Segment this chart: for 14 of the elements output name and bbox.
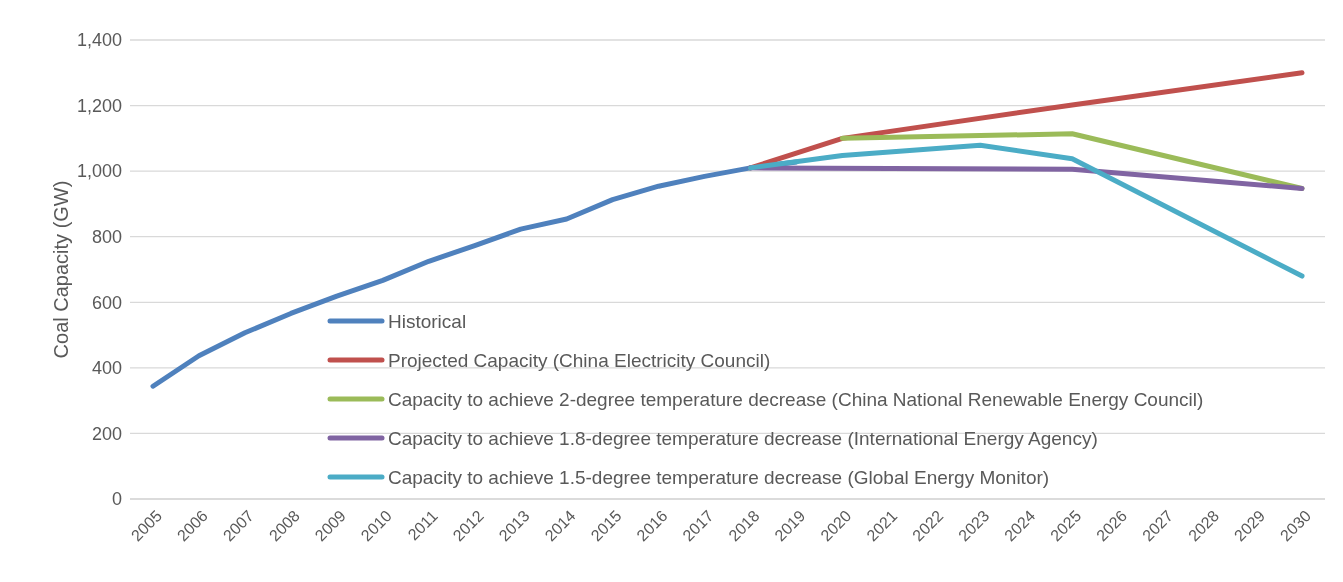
y-tick-label: 800 xyxy=(91,227,122,248)
legend-label: Projected Capacity (China Electricity Council) xyxy=(388,349,771,371)
y-tick-label: 0 xyxy=(111,489,122,510)
y-tick-label: 1,400 xyxy=(76,30,122,51)
legend-label: Capacity to achieve 1.5-degree temperature decrease (Global Energy Monitor) xyxy=(388,466,1050,488)
y-tick-label: 1,200 xyxy=(76,95,122,116)
legend-label: Capacity to achieve 2-degree temperature decrease (China National Renewable Energy Council) xyxy=(388,388,1204,410)
legend-label: Historical xyxy=(388,310,467,332)
y-tick-label: 400 xyxy=(91,358,122,379)
y-tick-label: 200 xyxy=(91,423,122,444)
y-tick-label: 1,000 xyxy=(76,161,122,182)
y-tick-label: 600 xyxy=(91,292,122,313)
y-axis-title: Coal Capacity (GW) xyxy=(50,180,72,359)
legend-label: Capacity to achieve 1.8-degree temperature decrease (International Energy Agency) xyxy=(388,427,1098,449)
